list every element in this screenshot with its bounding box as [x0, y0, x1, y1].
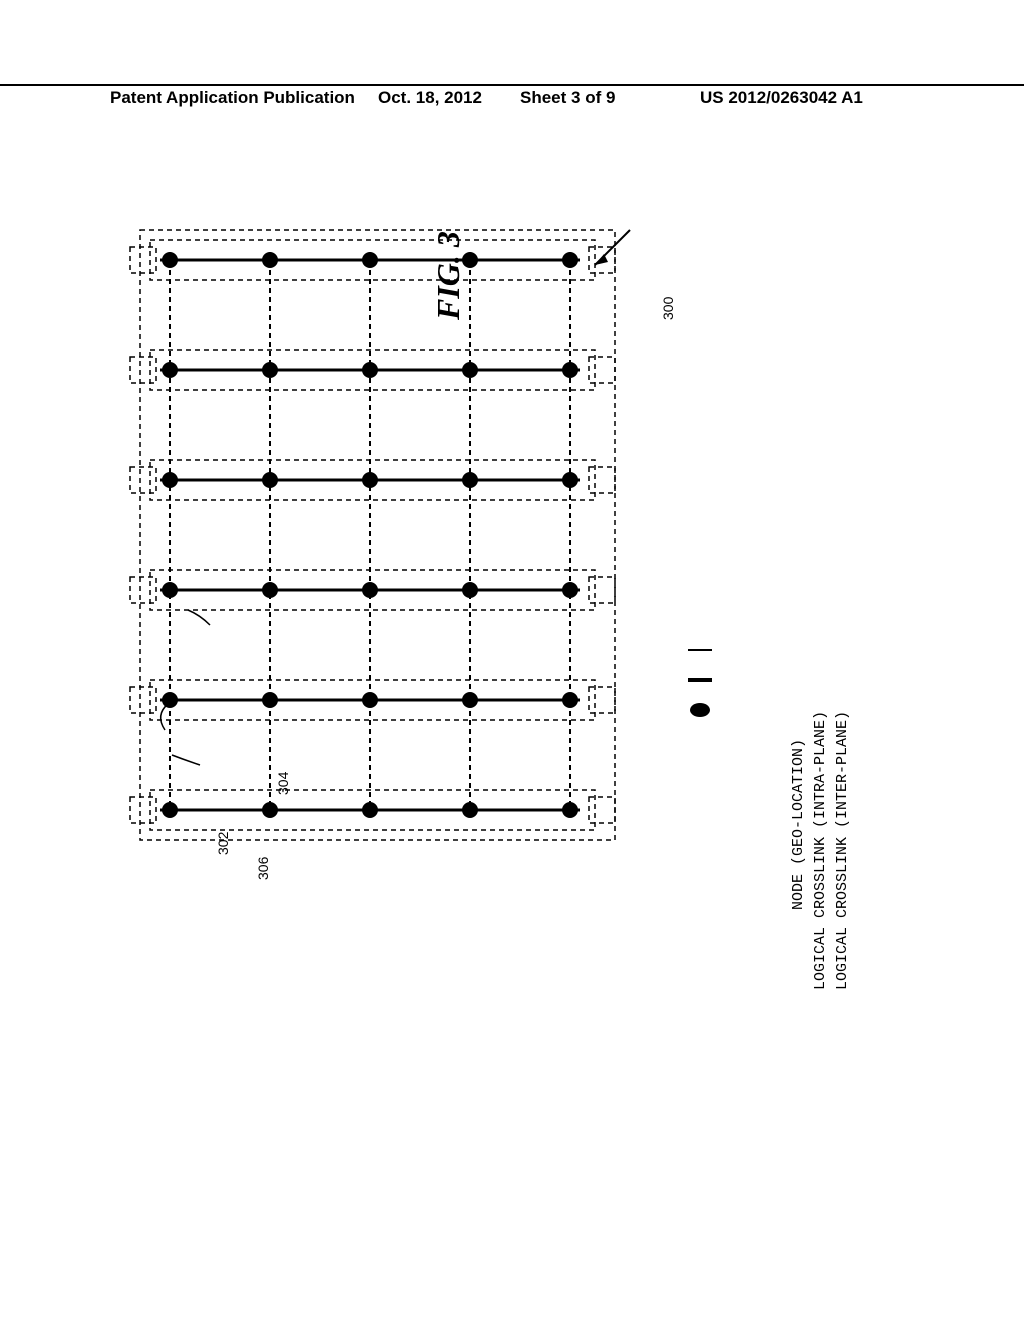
legend-node-text: NODE (GEO-LOCATION) [790, 739, 807, 910]
network-grid-svg [100, 200, 900, 1020]
node [162, 252, 178, 268]
end-box-right [589, 687, 615, 713]
node [562, 472, 578, 488]
leader-306 [172, 755, 200, 765]
node [262, 472, 278, 488]
ref-304: 304 [275, 772, 291, 795]
publication-label: Patent Application Publication [110, 88, 355, 108]
end-box-right [589, 797, 615, 823]
node [162, 692, 178, 708]
legend-intra-text: LOGICAL CROSSLINK (INTRA-PLANE) [812, 711, 829, 990]
node [262, 802, 278, 818]
end-box-left [130, 577, 156, 603]
end-box-left [130, 467, 156, 493]
node [362, 362, 378, 378]
node [262, 692, 278, 708]
node [462, 582, 478, 598]
node [162, 802, 178, 818]
node [562, 802, 578, 818]
node [262, 362, 278, 378]
leader-304 [188, 610, 210, 625]
node [362, 582, 378, 598]
sheet-number: Sheet 3 of 9 [520, 88, 615, 108]
ref-306: 306 [255, 857, 271, 880]
node [162, 582, 178, 598]
end-box-right [589, 577, 615, 603]
legend-node-icon [690, 703, 710, 717]
node [462, 802, 478, 818]
ref-300: 300 [660, 297, 676, 320]
end-box-left [130, 247, 156, 273]
node [362, 692, 378, 708]
legend-inter-text: LOGICAL CROSSLINK (INTER-PLANE) [834, 711, 851, 990]
patent-page: Patent Application Publication Oct. 18, … [0, 0, 1024, 1320]
figure-label: FIG. 3 [430, 231, 467, 320]
ref-302: 302 [215, 832, 231, 855]
node [462, 472, 478, 488]
arrowhead-300 [595, 254, 608, 265]
node [362, 472, 378, 488]
document-number: US 2012/0263042 A1 [700, 88, 863, 108]
node [362, 802, 378, 818]
header-rule [0, 84, 1024, 86]
node [162, 362, 178, 378]
end-box-left [130, 357, 156, 383]
node [562, 252, 578, 268]
node [462, 692, 478, 708]
end-box-right [589, 357, 615, 383]
node [562, 362, 578, 378]
figure-3-diagram: FIG. 3 300 302 304 306 NODE (GEO-LOCATIO… [100, 200, 900, 1200]
end-box-right [589, 467, 615, 493]
publication-date: Oct. 18, 2012 [378, 88, 482, 108]
end-box-left [130, 797, 156, 823]
end-box-left [130, 687, 156, 713]
node [162, 472, 178, 488]
node [262, 582, 278, 598]
node [562, 692, 578, 708]
node [562, 582, 578, 598]
outer-boundary [140, 230, 615, 840]
node [362, 252, 378, 268]
leader-302 [161, 704, 168, 730]
node [462, 362, 478, 378]
node [262, 252, 278, 268]
